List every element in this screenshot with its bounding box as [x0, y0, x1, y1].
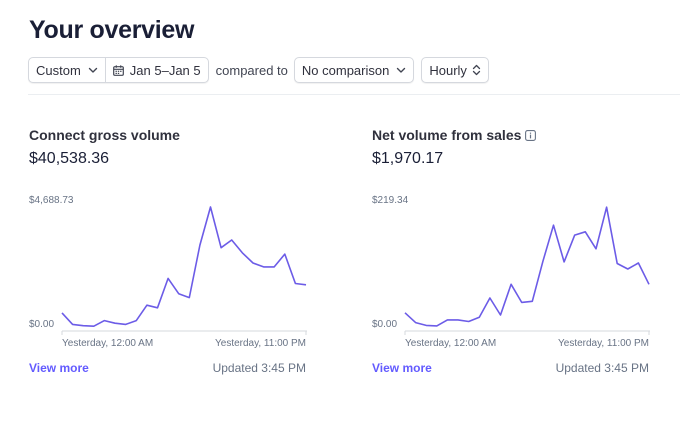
compared-to-label: compared to	[215, 62, 288, 78]
date-range-picker[interactable]: Jan 5–Jan 5	[104, 58, 208, 82]
series-line	[404, 206, 650, 327]
view-more-link[interactable]: View more	[29, 361, 89, 375]
calendar-icon	[112, 64, 124, 76]
connect-gross-volume-card: Connect gross volume $40,538.36 $4,688.7…	[29, 0, 309, 426]
interval-dropdown[interactable]: Hourly	[421, 57, 489, 83]
chevron-down-icon	[396, 65, 406, 75]
y-max-label: $219.34	[372, 195, 409, 206]
view-more-link[interactable]: View more	[372, 361, 432, 375]
card-title: Connect gross volume	[29, 127, 180, 143]
updated-timestamp: Updated 3:45 PM	[212, 361, 306, 375]
comparison-dropdown[interactable]: No comparison	[293, 57, 415, 83]
date-range-label: Jan 5–Jan 5	[129, 62, 201, 78]
header-divider	[28, 94, 680, 95]
page-title: Your overview	[29, 16, 195, 44]
y-max-label: $4,688.73	[29, 195, 74, 206]
info-icon[interactable]	[525, 129, 537, 141]
y-min-label: $0.00	[29, 319, 55, 330]
card-title: Net volume from sales	[372, 127, 537, 143]
x-label-start: Yesterday, 12:00 AM	[405, 338, 497, 349]
x-label-end: Yesterday, 11:00 PM	[558, 338, 649, 349]
line-chart	[61, 206, 307, 335]
filter-bar: Custom Jan 5–Jan 5 c	[28, 57, 489, 83]
card-value: $1,970.17	[372, 150, 444, 167]
series-line	[61, 206, 307, 327]
card-title-text: Net volume from sales	[372, 127, 522, 143]
chevron-up-down-icon	[472, 64, 481, 76]
card-title-text: Connect gross volume	[29, 127, 180, 143]
range-preset-dropdown[interactable]: Custom	[29, 58, 105, 82]
y-min-label: $0.00	[372, 319, 398, 330]
x-label-start: Yesterday, 12:00 AM	[62, 338, 154, 349]
comparison-label: No comparison	[301, 62, 390, 78]
net-volume-card: Net volume from sales $1,970.17 $219.34 …	[372, 0, 652, 426]
line-chart	[404, 206, 650, 335]
date-filter-group: Custom Jan 5–Jan 5	[28, 57, 209, 83]
chevron-down-icon	[88, 65, 98, 75]
x-label-end: Yesterday, 11:00 PM	[215, 338, 306, 349]
card-value: $40,538.36	[29, 150, 110, 167]
interval-label: Hourly	[429, 62, 467, 78]
range-preset-label: Custom	[36, 62, 81, 78]
updated-timestamp: Updated 3:45 PM	[555, 361, 649, 375]
